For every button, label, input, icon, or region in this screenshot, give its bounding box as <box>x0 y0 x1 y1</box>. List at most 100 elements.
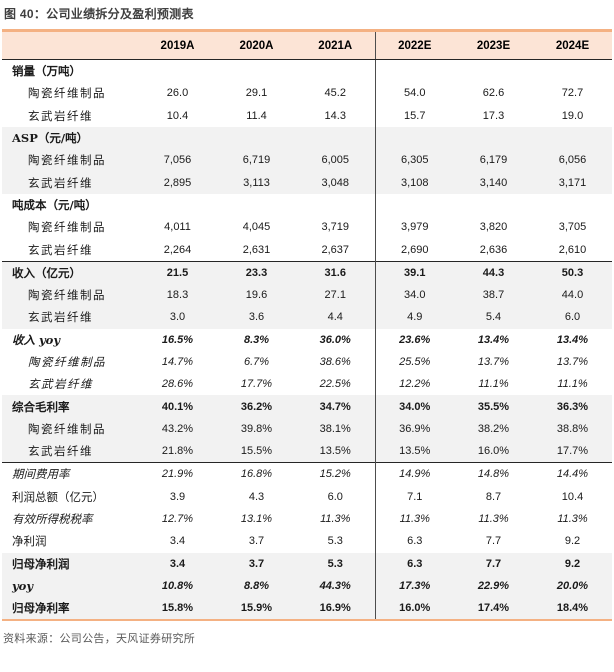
cell-value: 3.7 <box>248 535 265 548</box>
table-row: 归母净利润 3.4 3.7 5.3 6.3 7.7 9.2 <box>2 552 612 575</box>
table-header-row: 2019A 2020A 2021A 2022E 2023E 2024E <box>2 32 612 60</box>
cell-value: 23.6% <box>374 328 454 351</box>
cell-value: 15.8% <box>138 597 217 620</box>
table-row: 销量（万吨） <box>2 59 612 83</box>
cell-value: 13.7% <box>556 356 589 368</box>
cell-value: 14.7% <box>161 356 194 368</box>
row-label: 吨成本（元/吨） <box>12 197 97 212</box>
row-label: 陶瓷纤维制品 <box>28 355 106 369</box>
cell-value: 13.4% <box>556 333 589 346</box>
table-row: 玄武岩纤维 2,895 3,113 3,048 3,108 3,140 3,171 <box>2 171 612 194</box>
row-label: 玄武岩纤维 <box>2 171 138 194</box>
cell-value: 20.0% <box>533 574 612 598</box>
table-row: 有效所得税税率 12.7% 13.1% 11.3% 11.3% 11.3% 11.3% <box>2 507 612 531</box>
row-label: ASP（元/吨） <box>2 126 138 150</box>
row-label: 销量（万吨） <box>12 64 81 79</box>
source-note: 资料来源：公司公告，天风证券研究所 <box>3 633 196 645</box>
cell-value: 34.0 <box>374 283 454 307</box>
cell-value: 3,705 <box>558 221 587 234</box>
cell-value: 7,056 <box>138 149 217 172</box>
cell-value: 6,719 <box>217 149 296 172</box>
cell-value: 36.9% <box>374 417 454 441</box>
row-label: 陶瓷纤维制品 <box>2 283 138 307</box>
table-body: 销量（万吨） 陶瓷纤维制品 26.0 29.1 45.2 54.0 62.6 72.7 玄武岩纤… <box>2 59 612 620</box>
cell-value <box>296 60 375 83</box>
header-cell-label <box>2 32 138 60</box>
header-cell-2024E: 2024E <box>533 32 612 60</box>
cell-value: 50.3 <box>533 260 612 284</box>
cell-value: 3,719 <box>321 221 350 234</box>
cell-value: 9.2 <box>533 552 612 575</box>
cell-value <box>217 60 296 83</box>
row-label: 陶瓷纤维制品 <box>28 220 106 235</box>
cell-value: 16.5% <box>161 333 194 346</box>
cell-value: 6.0 <box>533 306 612 329</box>
cell-value: 6.3 <box>374 552 454 575</box>
row-label: 陶瓷纤维制品 <box>2 149 138 172</box>
cell-value: 25.5% <box>374 350 454 374</box>
cell-value <box>454 194 533 216</box>
row-label: 利润总额（亿元） <box>12 489 104 504</box>
cell-value: 13.1% <box>240 513 273 526</box>
cell-value: 26.0 <box>166 87 189 100</box>
cell-value: 17.3 <box>482 109 505 122</box>
table-row: 陶瓷纤维制品 4,011 4,045 3,719 3,979 3,820 3,705 <box>2 216 612 239</box>
cell-value: 36.3% <box>533 395 612 418</box>
cell-value: 29.1 <box>245 87 268 100</box>
cell-value: 3,048 <box>296 171 375 194</box>
cell-value: 12.7% <box>161 513 194 526</box>
cell-value: 11.3% <box>478 513 509 526</box>
cell-value <box>217 194 296 216</box>
header-cell-2021A: 2021A <box>296 32 375 60</box>
cell-value: 4.3 <box>248 490 265 503</box>
table-row: 玄武岩纤维 10.4 11.4 14.3 15.7 17.3 19.0 <box>2 104 612 127</box>
cell-value: 17.4% <box>454 597 533 620</box>
cell-value: 43.2% <box>138 417 217 441</box>
cell-value: 16.8% <box>217 462 296 486</box>
cell-value: 11.1% <box>478 378 509 391</box>
cell-value: 28.6% <box>161 378 194 391</box>
cell-value <box>296 194 375 216</box>
table-row: 收入（亿元） 21.5 23.3 31.6 39.1 44.3 50.3 <box>2 260 612 284</box>
row-label: 陶瓷纤维制品 <box>28 86 106 101</box>
table-row: 玄武岩纤维 28.6% 17.7% 22.5% 12.2% 11.1% 11.1% <box>2 373 612 396</box>
cell-value: 18.4% <box>533 597 612 620</box>
cell-value: 44.3% <box>296 574 375 598</box>
cell-value: 31.6 <box>296 260 375 284</box>
cell-value: 21.8% <box>138 440 217 463</box>
cell-value: 2,895 <box>138 171 217 194</box>
row-label: 有效所得税税率 <box>12 512 93 527</box>
cell-value: 2,610 <box>558 243 587 256</box>
cell-value: 12.2% <box>374 373 454 396</box>
cell-value: 38.1% <box>296 417 375 441</box>
table-row: 玄武岩纤维 21.8% 15.5% 13.5% 13.5% 16.0% 17.7% <box>2 440 612 463</box>
cell-value: 3.4 <box>138 552 217 575</box>
cell-value <box>138 126 217 150</box>
cell-value: 11.3% <box>557 513 588 526</box>
cell-value: 6.0 <box>327 490 343 503</box>
forecast-table: 2019A 2020A 2021A 2022E 2023E 2024E 销量（万… <box>2 32 612 620</box>
cell-value: 22.5% <box>319 378 351 391</box>
cell-value: 14.4% <box>533 462 612 486</box>
row-label: 期间费用率 <box>2 462 138 486</box>
cell-value <box>533 60 612 83</box>
cell-value: 6,056 <box>533 149 612 172</box>
cell-value: 2,636 <box>479 243 508 256</box>
table-row: 归母净利率 15.8% 15.9% 16.9% 16.0% 17.4% 18.4% <box>2 597 612 620</box>
cell-value: 3,979 <box>374 216 454 239</box>
cell-value: 7.1 <box>374 485 454 508</box>
cell-value: 36.2% <box>217 395 296 418</box>
cell-value: 19.6 <box>217 283 296 307</box>
row-label: yoy <box>2 574 138 598</box>
table-row: 玄武岩纤维 3.0 3.6 4.4 4.9 5.4 6.0 <box>2 306 612 329</box>
table-row: 综合毛利率 40.1% 36.2% 34.7% 34.0% 35.5% 36.3% <box>2 395 612 418</box>
row-label: 收入 yoy <box>12 332 61 347</box>
cell-value: 2,631 <box>242 243 271 256</box>
cell-value: 4,045 <box>242 221 271 234</box>
row-label: 净利润 <box>12 534 47 549</box>
cell-value: 39.8% <box>217 417 296 441</box>
cell-value: 6,179 <box>454 149 533 172</box>
cell-value: 8.3% <box>243 333 270 346</box>
cell-value: 38.2% <box>454 417 533 441</box>
table-row: ASP（元/吨） <box>2 126 612 150</box>
